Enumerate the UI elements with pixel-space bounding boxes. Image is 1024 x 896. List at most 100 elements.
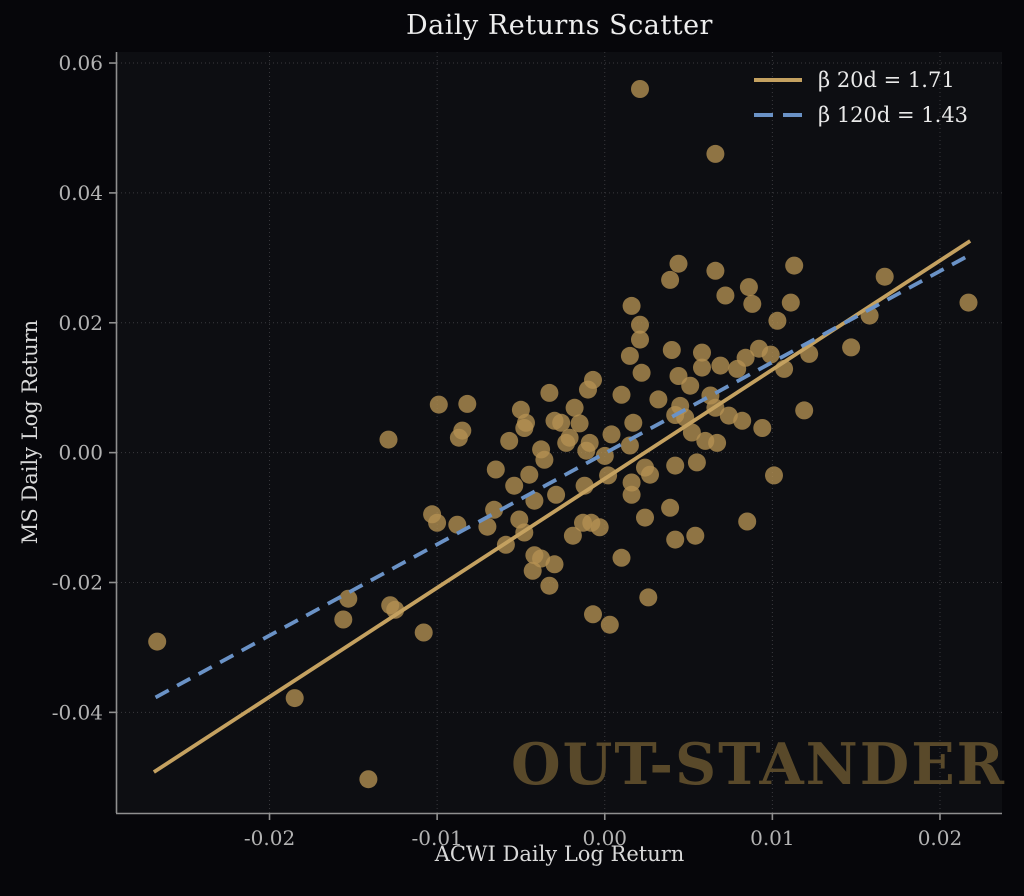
scatter-point bbox=[620, 436, 639, 455]
scatter-point bbox=[565, 398, 584, 417]
scatter-point bbox=[449, 428, 468, 447]
scatter-point bbox=[686, 526, 705, 545]
scatter-point bbox=[733, 411, 752, 430]
scatter-point bbox=[622, 473, 641, 492]
scatter-point bbox=[428, 513, 447, 532]
scatter-point bbox=[682, 423, 701, 442]
legend-label-beta-120d: β 120d = 1.43 bbox=[818, 103, 969, 127]
x-tick-label: -0.01 bbox=[411, 826, 462, 850]
y-axis-label: MS Daily Log Return bbox=[18, 319, 42, 545]
scatter-point bbox=[711, 356, 730, 375]
scatter-point bbox=[285, 689, 304, 708]
scatter-point bbox=[547, 485, 566, 504]
scatter-point bbox=[500, 431, 519, 450]
scatter-point bbox=[669, 254, 688, 273]
x-tick-label: -0.02 bbox=[244, 826, 295, 850]
legend-entry-beta-20d: β 20d = 1.71 bbox=[752, 66, 968, 94]
scatter-point bbox=[486, 460, 505, 479]
scatter-point bbox=[631, 315, 649, 334]
dashed-line-swatch-icon bbox=[754, 113, 802, 117]
y-tick-label: 0.06 bbox=[58, 51, 103, 75]
legend: β 20d = 1.71 β 120d = 1.43 bbox=[752, 66, 968, 129]
scatter-point bbox=[708, 433, 727, 452]
scatter-point bbox=[666, 530, 685, 549]
scatter-point bbox=[148, 632, 167, 651]
scatter-point bbox=[379, 430, 398, 449]
scatter-point bbox=[590, 518, 609, 537]
scatter-point bbox=[334, 610, 353, 629]
scatter-point bbox=[959, 293, 978, 312]
scatter-point bbox=[612, 548, 631, 567]
scatter-point bbox=[753, 419, 772, 437]
watermark: OUT-STANDER bbox=[511, 731, 1007, 798]
scatter-point bbox=[716, 286, 735, 305]
y-tick-label: 0.04 bbox=[58, 181, 103, 205]
scatter-point bbox=[795, 401, 814, 420]
scatter-point bbox=[687, 453, 706, 472]
scatter-point bbox=[620, 346, 639, 365]
legend-entry-beta-120d: β 120d = 1.43 bbox=[752, 101, 968, 129]
x-tick-label: 0.01 bbox=[750, 826, 795, 850]
scatter-point bbox=[429, 395, 448, 414]
x-tick-label: 0.02 bbox=[918, 826, 963, 850]
scatter-point bbox=[706, 144, 725, 163]
scatter-point bbox=[622, 485, 641, 504]
scatter-point bbox=[458, 394, 477, 413]
scatter-point bbox=[584, 605, 602, 624]
scatter-point bbox=[743, 294, 762, 313]
scatter-point bbox=[693, 358, 711, 377]
scatter-point bbox=[781, 293, 800, 312]
scatter-point bbox=[636, 508, 654, 527]
scatter-point bbox=[579, 380, 597, 399]
scatter-point bbox=[570, 414, 589, 433]
scatter-point bbox=[641, 465, 659, 484]
scatter-point bbox=[661, 498, 680, 517]
scatter-point bbox=[577, 441, 596, 460]
scatter-point bbox=[842, 338, 861, 357]
scatter-point bbox=[612, 385, 631, 404]
y-tick-label: -0.04 bbox=[52, 700, 103, 724]
scatter-point bbox=[515, 419, 534, 437]
scatter-point bbox=[560, 428, 579, 447]
scatter-point bbox=[632, 363, 651, 382]
scatter-point bbox=[359, 770, 378, 789]
scatter-point bbox=[681, 376, 700, 395]
x-axis-label: ACWI Daily Log Return bbox=[434, 842, 685, 866]
scatter-point bbox=[765, 466, 783, 485]
scatter-point bbox=[631, 80, 649, 98]
scatter-point bbox=[535, 450, 554, 469]
y-tick-label: 0.00 bbox=[58, 441, 103, 465]
scatter-point bbox=[545, 555, 564, 574]
y-tick-label: 0.02 bbox=[58, 311, 103, 335]
y-tick-label: -0.02 bbox=[52, 570, 103, 594]
scatter-point bbox=[649, 390, 668, 409]
scatter-point bbox=[563, 526, 582, 545]
scatter-point bbox=[478, 517, 497, 536]
scatter-point bbox=[624, 413, 643, 432]
scatter-point bbox=[666, 456, 685, 475]
scatter-point bbox=[540, 576, 559, 595]
scatter-point bbox=[525, 491, 544, 510]
scatter-point bbox=[631, 330, 649, 349]
legend-label-beta-20d: β 20d = 1.71 bbox=[818, 68, 955, 92]
x-tick-label: 0.00 bbox=[582, 826, 627, 850]
scatter-point bbox=[661, 270, 680, 289]
scatter-point bbox=[738, 512, 757, 531]
scatter-point bbox=[662, 341, 681, 359]
scatter-point bbox=[552, 413, 571, 432]
scatter-point bbox=[706, 261, 725, 280]
scatter-point bbox=[602, 425, 621, 444]
scatter-point bbox=[622, 296, 641, 315]
scatter-point bbox=[875, 267, 894, 286]
scatter-point bbox=[785, 256, 804, 275]
scatter-point bbox=[728, 359, 747, 378]
plot-area bbox=[117, 52, 1002, 813]
scatter-point bbox=[639, 588, 658, 607]
chart-title: Daily Returns Scatter bbox=[406, 10, 713, 41]
scatter-point bbox=[600, 615, 619, 634]
scatter-point bbox=[523, 561, 542, 580]
scatter-point bbox=[414, 623, 433, 642]
scatter-point bbox=[693, 343, 711, 362]
scatter-point bbox=[739, 278, 758, 297]
